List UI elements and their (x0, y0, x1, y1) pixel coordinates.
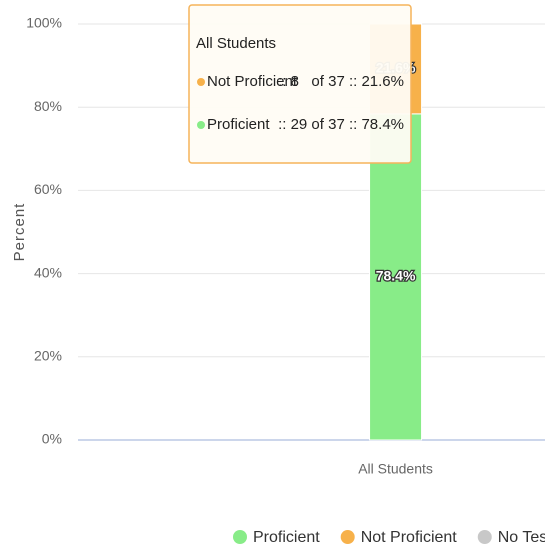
tooltip-marker (197, 121, 205, 129)
y-tick-label: 0% (42, 431, 62, 447)
y-tick-label: 40% (34, 264, 62, 280)
legend-marker (477, 530, 492, 544)
y-tick-label: 60% (34, 181, 62, 197)
y-axis-title: Percent (11, 203, 28, 262)
tooltip-detail: :: 29 of 37 :: 78.4% (278, 116, 404, 133)
tooltip-detail: :: 8 of 37 :: 21.6% (278, 73, 404, 90)
legend-marker (233, 530, 247, 544)
tooltip-label: Not Proficient (207, 73, 298, 90)
tooltip-box (188, 4, 412, 164)
bar-segment (369, 113, 423, 441)
y-tick-label: 100% (26, 15, 62, 31)
legend-label: Proficient (253, 529, 320, 546)
legend-label: No Test (498, 529, 545, 546)
tooltip-title: All Students (196, 35, 276, 52)
legend-marker (340, 530, 355, 544)
legend-label: Not Proficient (361, 529, 458, 546)
x-tick-label: All Students (358, 461, 433, 477)
tooltip-label: Proficient (207, 116, 270, 133)
data-label: 78.4% (376, 268, 416, 284)
y-tick-label: 80% (34, 98, 62, 114)
y-tick-label: 20% (34, 348, 62, 364)
tooltip-marker (197, 78, 205, 86)
tooltip: All Students Not Proficient:: 8 of 37 ::… (188, 4, 412, 164)
